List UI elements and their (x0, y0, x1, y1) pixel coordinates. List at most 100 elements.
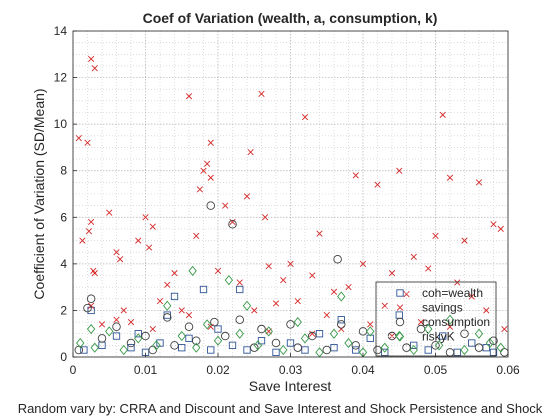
data-point (247, 148, 254, 156)
data-point (152, 340, 161, 351)
data-point (113, 316, 120, 323)
y-tick-label: 4 (60, 257, 67, 271)
data-point (170, 292, 179, 301)
data-point (214, 325, 222, 333)
data-point (501, 325, 508, 333)
data-point (164, 281, 171, 288)
legend-marker (396, 289, 404, 297)
data-point (192, 342, 201, 353)
data-point (105, 326, 114, 337)
data-point (352, 346, 360, 354)
data-point (251, 307, 258, 314)
data-point (410, 253, 417, 260)
data-point (85, 228, 93, 235)
data-point (294, 297, 301, 305)
data-point (185, 311, 193, 319)
data-point (388, 332, 396, 340)
data-point (214, 267, 222, 274)
data-point (468, 339, 476, 347)
data-point (359, 260, 367, 267)
data-point (402, 343, 411, 352)
data-point (184, 322, 194, 331)
data-point (84, 139, 91, 146)
data-point (265, 263, 272, 270)
data-point (330, 288, 338, 295)
data-point (454, 279, 461, 286)
data-point (243, 193, 251, 200)
data-point (293, 343, 303, 352)
data-point (134, 333, 143, 344)
data-point (207, 174, 214, 181)
data-point (142, 214, 149, 221)
data-point (120, 307, 127, 314)
data-point (88, 302, 95, 309)
data-point (106, 209, 113, 216)
data-point (163, 300, 172, 311)
data-point (156, 339, 164, 347)
data-point (316, 230, 323, 237)
data-point (496, 342, 505, 353)
data-point (374, 181, 381, 188)
data-point (286, 339, 295, 347)
grid (72, 30, 509, 358)
data-point (224, 275, 234, 286)
data-point (490, 221, 497, 228)
data-point (210, 317, 219, 327)
data-point (149, 325, 156, 333)
data-point (489, 348, 498, 356)
data-point (228, 220, 237, 229)
y-tick-label: 14 (54, 24, 68, 38)
data-point (403, 291, 410, 298)
data-point (280, 277, 287, 284)
axis-ticks: 0 0.01 0.02 0.03 0.04 0.05 0.06 0 2 4 6 8 10 12 14 (54, 24, 520, 377)
chart-title: Coef of Variation (wealth, a, consumptio… (143, 10, 438, 26)
data-point (446, 323, 454, 330)
data-point (434, 340, 444, 351)
data-point (497, 225, 504, 233)
data-point (98, 321, 106, 328)
data-point (308, 331, 317, 341)
data-point (146, 244, 153, 251)
data-point (373, 345, 382, 355)
data-point (388, 270, 396, 277)
data-point (229, 218, 236, 226)
data-point (188, 265, 197, 276)
x-tick-label: 0.03 (279, 363, 303, 377)
data-point (258, 90, 265, 97)
data-point (113, 249, 120, 256)
y-tick-label: 0 (60, 350, 67, 364)
data-point (86, 294, 96, 304)
data-point (126, 338, 136, 348)
data-point (300, 333, 310, 344)
y-tick-label: 8 (60, 164, 67, 178)
data-point (249, 343, 259, 352)
legend-marker (395, 317, 405, 327)
data-point (117, 256, 124, 263)
data-point (177, 330, 186, 342)
data-point (213, 335, 223, 346)
legend-marker (396, 304, 404, 311)
data-point (207, 323, 214, 330)
data-point (344, 337, 353, 349)
data-point (483, 307, 490, 314)
data-point (474, 328, 484, 339)
data-point (236, 285, 244, 294)
data-point (485, 337, 495, 349)
data-point (489, 336, 498, 345)
data-point (185, 334, 193, 343)
data-point (309, 330, 316, 337)
x-tick-label: 0.02 (206, 363, 230, 377)
data-point (253, 340, 263, 351)
data-point (338, 325, 345, 333)
data-point (91, 270, 98, 277)
data-point (287, 260, 294, 267)
data-point (88, 218, 95, 226)
data-point (262, 214, 269, 221)
data-point (149, 223, 156, 230)
data-point (293, 316, 302, 328)
data-point (141, 331, 150, 341)
data-point (228, 341, 237, 350)
series-diamond (76, 265, 505, 358)
data-point (242, 300, 252, 311)
